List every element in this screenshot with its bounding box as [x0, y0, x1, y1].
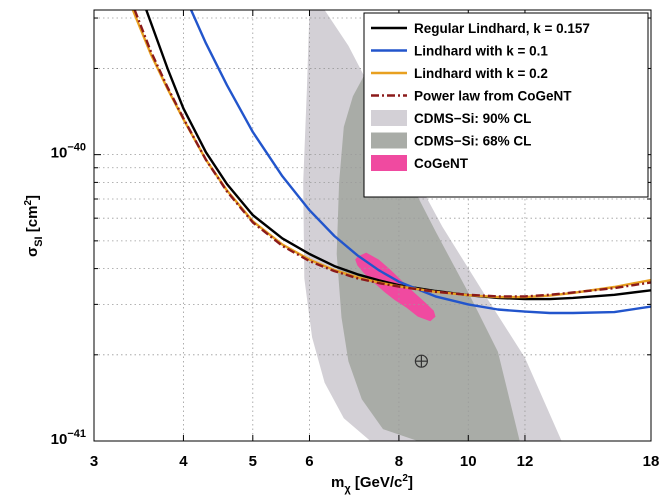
x-tick-label: 3: [90, 453, 98, 470]
series-line-power-law-from-cogent: [133, 10, 651, 298]
x-tick-label: 10: [460, 453, 477, 470]
legend-item-lindhard-with-k-0-2: Lindhard with k = 0.2: [371, 66, 548, 81]
y-tick-label: 10−41: [51, 428, 86, 448]
x-tick-label: 18: [643, 453, 660, 470]
x-tick-label: 6: [305, 453, 313, 470]
legend-label: CDMS−Si: 68% CL: [414, 134, 531, 149]
legend-item-power-law-from-cogent: Power law from CoGeNT: [371, 89, 572, 104]
y-axis-label: σSI [cm2]: [23, 195, 45, 257]
x-tick-label: 5: [249, 453, 257, 470]
legend-swatch: [371, 155, 407, 171]
legend-item-lindhard-with-k-0-1: Lindhard with k = 0.1: [371, 44, 548, 59]
series-line-lindhard-with-k-0-1: [190, 10, 651, 315]
legend-label: Lindhard with k = 0.1: [414, 44, 548, 59]
legend-label: Regular Lindhard, k = 0.157: [414, 21, 590, 36]
legend-item-cdms-si-68-cl: CDMS−Si: 68% CL: [371, 132, 531, 149]
legend-label: CDMS−Si: 90% CL: [414, 111, 531, 126]
legend-swatch: [371, 132, 407, 149]
y-tick-label: 10−40: [51, 142, 86, 162]
legend-label: Lindhard with k = 0.2: [414, 66, 548, 81]
legend: Regular Lindhard, k = 0.157 Lindhard with…: [363, 12, 649, 198]
legend-item-regular-lindhard-k-0-157: Regular Lindhard, k = 0.157: [371, 21, 590, 36]
legend-box: [363, 12, 649, 198]
legend-item-cogent: CoGeNT: [371, 155, 469, 171]
x-axis-label: mχ [GeV/c2]: [331, 473, 413, 495]
x-tick-label: 8: [395, 453, 403, 470]
plot-frame: [93, 9, 652, 442]
legend-label: Power law from CoGeNT: [414, 89, 572, 104]
legend-swatch: [371, 110, 407, 126]
series-layer: [131, 10, 651, 315]
tick-labels-layer: 3 4 5 6 8 10 12 18 10−41 10−40: [51, 142, 660, 470]
legend-label: CoGeNT: [414, 156, 469, 171]
x-tick-label: 12: [517, 453, 534, 470]
x-tick-label: 4: [179, 453, 188, 470]
series-line-regular-lindhard-k-0-157: [145, 10, 651, 301]
best-fit-marker: [414, 354, 428, 368]
legend-item-cdms-si-90-cl: CDMS−Si: 90% CL: [371, 110, 531, 126]
markers-layer: [414, 354, 428, 368]
